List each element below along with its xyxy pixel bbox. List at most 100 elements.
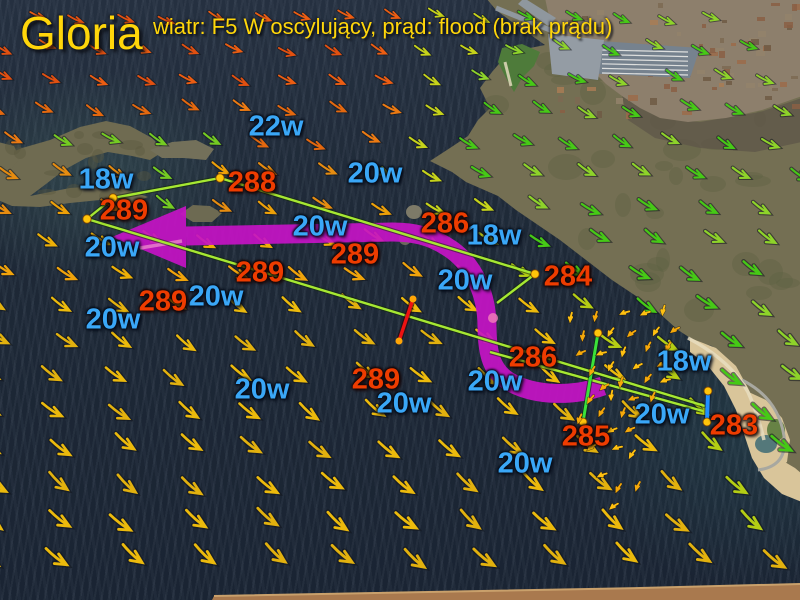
wind-arrow-icon bbox=[231, 98, 254, 113]
wind-arrow-icon bbox=[41, 72, 63, 85]
wind-arrow-icon bbox=[179, 431, 207, 453]
wind-speed-label: 20w bbox=[84, 231, 140, 264]
wind-arrow-icon bbox=[55, 265, 81, 282]
wind-arrow-icon bbox=[436, 437, 464, 459]
wind-arrow-icon bbox=[280, 294, 305, 314]
wind-arrow-icon bbox=[576, 105, 599, 120]
wind-arrow-icon bbox=[180, 97, 202, 112]
wind-arrow-icon bbox=[628, 264, 654, 281]
wind-direction-label: 286 bbox=[420, 207, 470, 240]
wind-arrow-icon bbox=[201, 131, 224, 146]
wind-arrow-icon bbox=[323, 43, 345, 57]
wind-arrow-icon bbox=[316, 161, 341, 176]
wind-arrow-icon bbox=[517, 73, 539, 87]
boat-track-segment bbox=[395, 295, 417, 345]
wind-arrow-icon bbox=[39, 400, 68, 419]
wind-arrow-icon bbox=[88, 73, 111, 87]
wind-arrow-icon bbox=[116, 12, 138, 25]
wind-arrow-icon bbox=[383, 7, 404, 20]
fleet-boat-icon bbox=[655, 361, 669, 368]
wind-arrow-icon bbox=[401, 260, 426, 278]
wind-arrow-icon bbox=[110, 264, 136, 281]
wind-speed-label: 20w bbox=[234, 373, 290, 406]
course-mark-dot bbox=[215, 173, 225, 183]
wind-arrow-icon bbox=[51, 161, 75, 177]
fleet-boat-icon bbox=[659, 304, 667, 318]
fleet-boat-icon bbox=[619, 345, 627, 359]
wind-arrow-icon bbox=[370, 162, 394, 177]
wind-arrow-icon bbox=[263, 540, 291, 566]
wind-arrow-icon bbox=[352, 327, 379, 346]
wind-arrow-icon bbox=[482, 100, 504, 115]
fleet-boat-icon bbox=[607, 389, 615, 403]
wind-arrow-icon bbox=[107, 511, 137, 534]
wind-arrow-icon bbox=[120, 541, 148, 567]
wind-direction-label: 284 bbox=[543, 260, 593, 293]
wind-arrow-icon bbox=[636, 196, 661, 212]
wind-arrow-icon bbox=[255, 505, 283, 529]
wind-speed-label: 20w bbox=[376, 387, 432, 420]
wind-arrow-icon bbox=[495, 395, 522, 417]
wind-arrow-icon bbox=[657, 14, 678, 27]
wind-arrow-icon bbox=[741, 259, 766, 277]
wind-arrow-icon bbox=[454, 471, 482, 495]
wind-arrow-icon bbox=[576, 161, 599, 178]
wind-speed-label: 20w bbox=[292, 210, 348, 243]
wind-arrow-icon bbox=[426, 398, 453, 419]
wind-arrow-icon bbox=[408, 365, 436, 384]
wind-arrow-icon bbox=[614, 540, 642, 565]
wind-arrow-icon bbox=[552, 37, 573, 51]
wind-arrow-icon bbox=[512, 133, 536, 147]
wind-arrow-icon bbox=[156, 14, 178, 27]
wind-arrow-icon bbox=[419, 328, 446, 346]
fleet-boat-icon bbox=[574, 349, 587, 357]
wind-arrow-icon bbox=[750, 299, 776, 318]
wind-arrow-icon bbox=[587, 470, 616, 492]
wind-arrow-icon bbox=[655, 334, 682, 353]
wind-arrow-icon bbox=[54, 331, 82, 349]
wind-arrow-icon bbox=[165, 266, 192, 283]
wind-arrow-icon bbox=[103, 365, 130, 384]
fleet-boat-icon bbox=[664, 340, 672, 354]
wind-arrow-icon bbox=[459, 43, 481, 56]
wind-arrow-icon bbox=[226, 264, 252, 281]
fleet-boat-icon bbox=[658, 377, 672, 384]
wind-arrow-icon bbox=[256, 161, 280, 176]
wind-arrow-icon bbox=[0, 43, 15, 56]
fleet-boat-icon bbox=[617, 309, 631, 316]
wind-arrow-icon bbox=[772, 104, 795, 118]
wind-arrow-icon bbox=[789, 166, 800, 182]
wind-arrow-icon bbox=[354, 360, 380, 381]
wind-arrow-icon bbox=[500, 435, 528, 457]
wind-arrow-icon bbox=[0, 474, 12, 495]
wind-arrow-icon bbox=[739, 508, 767, 533]
wind-arrow-icon bbox=[177, 399, 204, 421]
wind-arrow-icon bbox=[113, 430, 140, 453]
wind-arrow-icon bbox=[760, 136, 784, 151]
wind-arrow-icon bbox=[284, 365, 311, 385]
wind-arrow-icon bbox=[701, 10, 723, 23]
wind-direction-label: 289 bbox=[138, 285, 188, 318]
wind-arrow-icon bbox=[230, 73, 252, 87]
wind-arrow-icon bbox=[224, 42, 246, 55]
wind-arrow-icon bbox=[229, 363, 255, 383]
wind-arrow-icon bbox=[620, 398, 646, 421]
wind-arrow-icon bbox=[381, 102, 405, 116]
fleet-boat-icon bbox=[588, 365, 597, 378]
wind-arrow-icon bbox=[100, 131, 124, 145]
wind-arrow-icon bbox=[528, 233, 554, 249]
wind-arrow-icon bbox=[522, 162, 546, 177]
wind-direction-label: 286 bbox=[508, 341, 558, 374]
wind-arrow-icon bbox=[276, 103, 299, 118]
wind-arrow-icon bbox=[33, 100, 56, 115]
wind-arrow-icon bbox=[210, 197, 235, 213]
line-end-mark bbox=[593, 328, 603, 338]
wind-arrow-icon bbox=[109, 330, 135, 350]
wind-speed-label: 20w bbox=[188, 280, 244, 313]
wind-arrow-icon bbox=[336, 8, 358, 21]
wind-arrow-icon bbox=[407, 135, 431, 150]
wind-arrow-icon bbox=[664, 68, 686, 82]
fleet-boat-icon bbox=[567, 311, 574, 325]
wind-arrow-icon bbox=[325, 509, 353, 534]
